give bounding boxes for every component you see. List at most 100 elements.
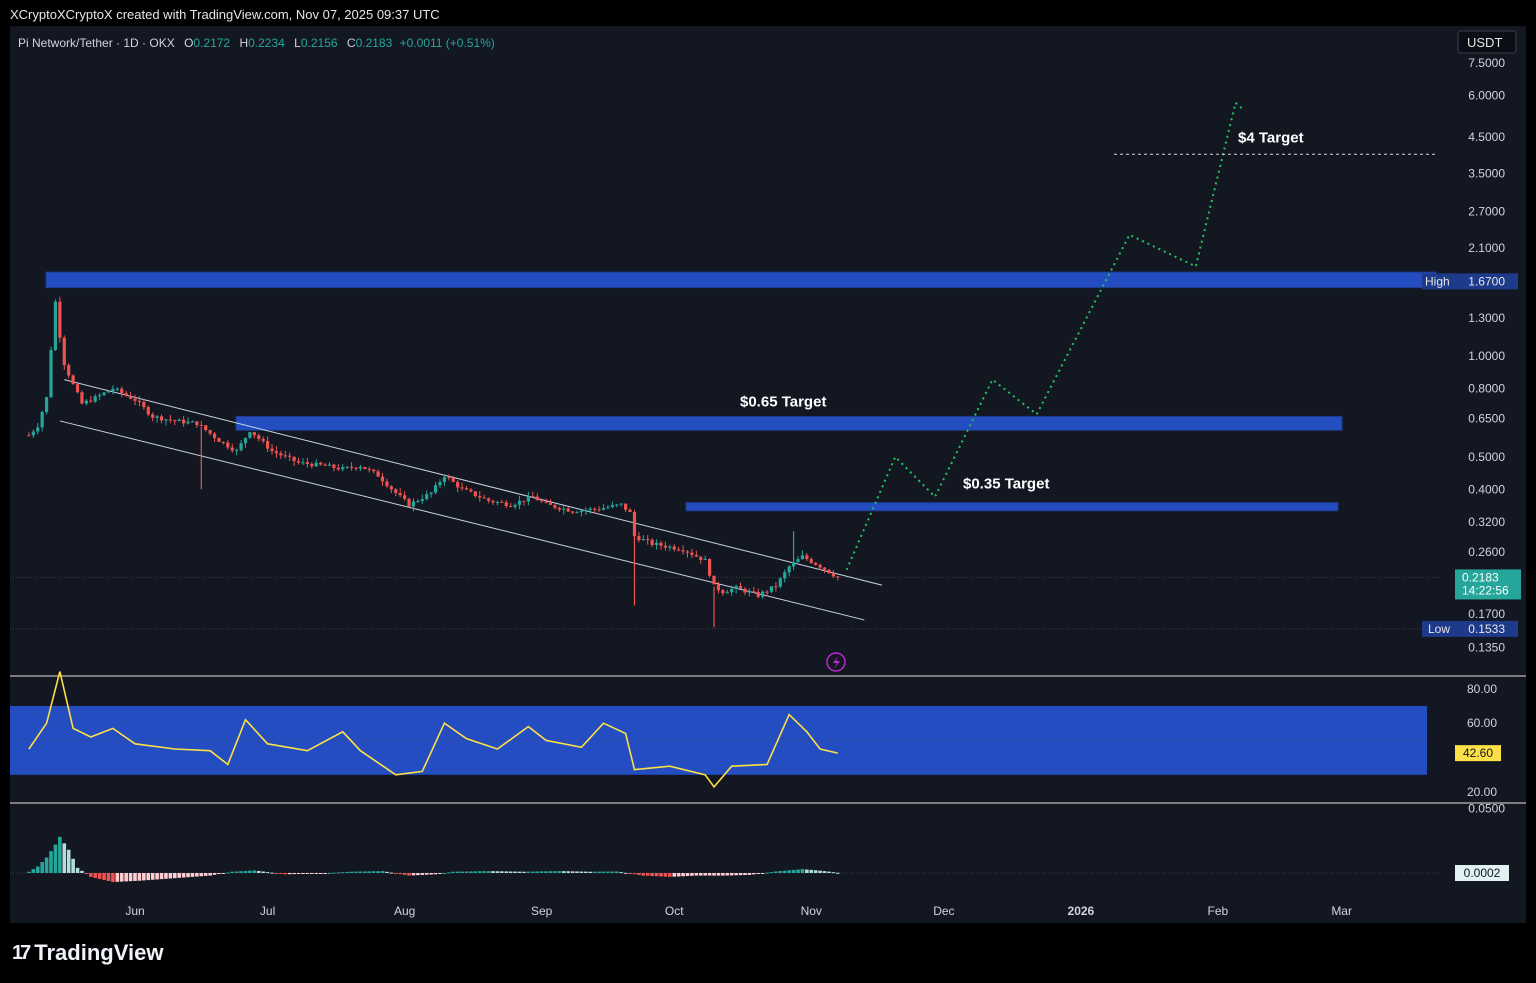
legend-high-label: H [239,36,248,50]
macd-bar [137,873,142,881]
candle-body [252,432,256,436]
macd-bar [668,873,672,877]
rsi-current-value: 42.60 [1463,746,1493,760]
macd-bar [208,873,212,876]
macd-bar [592,871,597,873]
candle-body [632,511,637,537]
time-axis: Jun Jul Aug Sep Oct Nov Dec 2026 Feb Mar [125,904,1352,918]
candle-body [535,496,539,501]
macd-current-box [1455,865,1509,881]
low-marker-label: Low [1428,622,1450,636]
candle-body [204,425,208,431]
macd-bar [150,873,155,880]
candle-body [610,505,614,508]
macd-bar [632,873,637,875]
candle-body [615,504,619,506]
legend-change: +0.0011 (+0.51%) [400,36,495,50]
lightning-icon[interactable] [826,652,846,672]
candle-body [151,414,155,418]
candle-body [40,412,44,428]
macd-bar [323,873,327,874]
macd-bar [177,873,181,878]
macd-bar [486,871,491,873]
candle-body [579,510,584,513]
macd-bar [363,871,367,873]
macd-bar [376,871,380,873]
macd-bar [58,836,62,873]
candle-body [137,400,142,402]
price-axis: 7.5000 6.0000 4.5000 3.5000 2.7000 2.1000 1.30… [1468,56,1505,655]
candle-body [186,421,190,424]
candle-body [283,455,287,457]
macd-bar [146,873,151,881]
candle-body [800,555,805,560]
macd-bar [301,873,305,874]
macd-bar [544,871,548,873]
macd-bar [606,871,610,873]
candle-body [173,420,177,422]
macd-bar [712,873,716,876]
candle-body [71,375,75,385]
candle-body [522,500,526,502]
price-tick-label: 2.1000 [1468,241,1505,255]
candle-body [796,559,800,563]
candle-body [416,500,420,502]
candle-body [769,586,774,592]
candle-body [195,421,199,426]
macd-bar [292,873,296,875]
candle-body [345,466,349,468]
candle-body [730,588,734,593]
macd-bar [53,844,58,873]
candle-body [106,391,111,393]
macd-bar [650,873,654,877]
candle-body [526,496,530,502]
candle-body [588,508,592,510]
candle-body [332,464,336,468]
candle-body [58,301,62,338]
candle-body [641,539,645,541]
macd-bar [522,871,526,873]
macd-bar [234,871,239,873]
candle-body [89,400,93,402]
macd-bar [809,869,814,873]
candle-body [685,551,690,553]
candle-body [624,503,628,510]
macd-bar [637,873,641,875]
candle-body [182,419,186,424]
candle-body [805,555,809,560]
macd-bar [508,871,513,873]
macd-bar [111,873,115,883]
macd-bar [694,873,699,876]
macd-bar [623,872,628,874]
candle-body [296,461,301,463]
macd-bar [398,873,402,875]
macd-bar [743,873,747,876]
macd-bar [707,873,712,876]
candle-body [584,509,588,511]
legend-high: 0.2234 [248,36,285,50]
macd-bar [128,873,133,882]
price-tick-label: 0.2600 [1468,545,1505,559]
macd-bar [539,871,544,873]
tradingview-logo-icon: 17 [12,941,31,964]
candle-body [473,491,477,497]
macd-bar [332,872,336,874]
macd-bar [548,871,553,873]
candle-body [491,500,495,503]
macd-bar [738,873,743,876]
macd-bar [80,870,84,873]
macd-bar [818,870,822,873]
candle-body [478,496,482,498]
macd-bar [168,873,173,879]
macd-bar [663,873,668,877]
time-tick-label: Jul [260,904,275,918]
macd-bar [698,873,703,876]
macd-bar [835,872,840,874]
macd-bar [469,871,473,873]
candle-body [761,591,765,597]
candle-body [659,542,663,546]
macd-bar [424,873,429,875]
macd-bar [336,872,341,874]
currency-button[interactable] [1457,30,1517,54]
